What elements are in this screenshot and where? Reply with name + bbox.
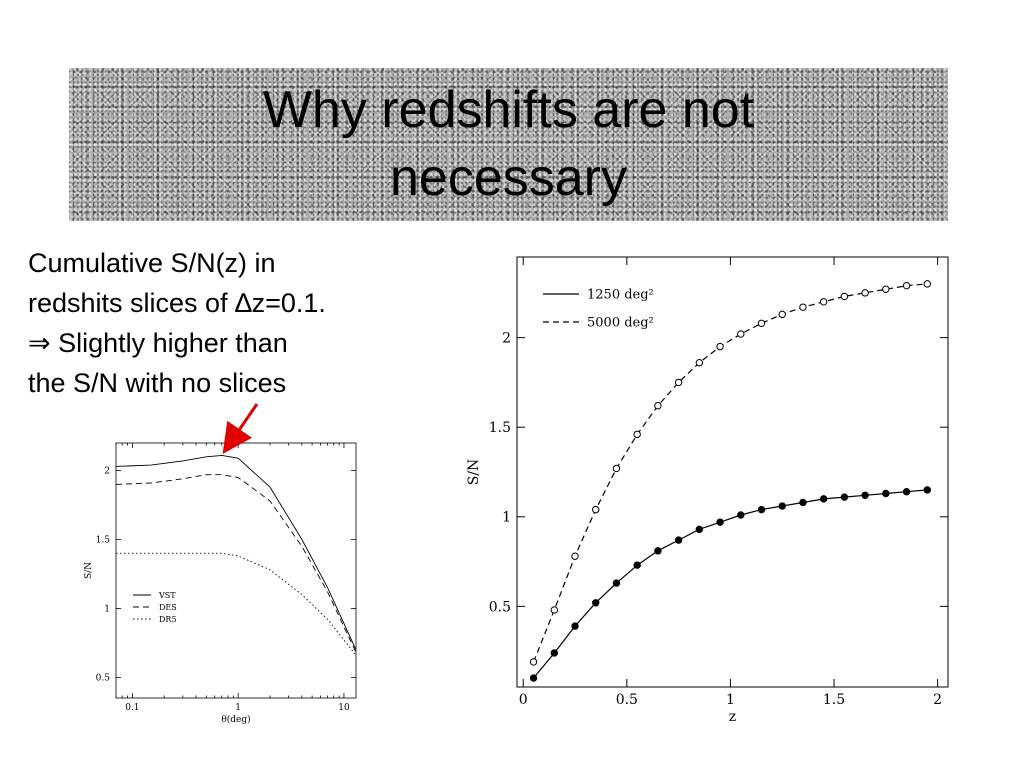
data-point bbox=[716, 342, 724, 351]
data-point bbox=[571, 552, 579, 560]
data-point bbox=[882, 285, 890, 293]
data-point bbox=[923, 280, 931, 288]
data-point bbox=[757, 505, 766, 514]
y-tick-label: 2 bbox=[104, 467, 110, 477]
data-point bbox=[674, 378, 683, 387]
x-tick-label: 0.1 bbox=[125, 703, 139, 713]
data-point bbox=[778, 310, 786, 319]
data-point bbox=[819, 495, 828, 503]
chart-sn-vs-theta: 0.1 1 10 0.5 1 1.5 2 θ(deg) S/N VST DES DR5 bbox=[84, 442, 357, 725]
y-tick-label: 1 bbox=[502, 510, 511, 526]
data-point bbox=[737, 511, 745, 519]
y-axis-label: S/N bbox=[84, 562, 94, 579]
y-axis-label: S/N bbox=[466, 459, 482, 486]
data-point bbox=[612, 579, 621, 587]
y-tick-label: 0.5 bbox=[489, 599, 511, 615]
data-point bbox=[840, 292, 849, 301]
y-tick-label: 1 bbox=[104, 605, 110, 615]
title-banner: Why redshifts are not necessary bbox=[69, 68, 948, 221]
data-point bbox=[840, 493, 849, 501]
data-point bbox=[902, 281, 911, 290]
data-point bbox=[902, 488, 911, 496]
data-point bbox=[592, 599, 600, 607]
data-point bbox=[861, 289, 869, 297]
data-point bbox=[654, 547, 662, 555]
data-point bbox=[654, 402, 662, 410]
x-tick-label: 2 bbox=[933, 692, 942, 708]
text-line-1: Cumulative S/N(z) in bbox=[28, 248, 276, 278]
y-tick-label: 2 bbox=[502, 331, 511, 347]
data-point bbox=[757, 319, 766, 327]
legend-label: 1250 deg² bbox=[587, 288, 654, 303]
series-line-2 bbox=[533, 283, 928, 663]
plot-frame bbox=[115, 442, 357, 699]
data-point bbox=[612, 464, 621, 473]
data-point bbox=[571, 622, 579, 630]
data-point bbox=[716, 518, 724, 526]
data-point bbox=[923, 486, 931, 494]
series-line-3 bbox=[116, 552, 357, 656]
data-point bbox=[529, 658, 538, 666]
data-point bbox=[778, 502, 786, 510]
text-line-2: redshits slices of ∆z=0.1. bbox=[28, 288, 326, 318]
data-point bbox=[550, 649, 558, 657]
legend-label: VST bbox=[158, 591, 176, 600]
x-tick-label: 1 bbox=[726, 692, 735, 708]
data-point bbox=[861, 491, 869, 499]
data-point bbox=[550, 606, 558, 614]
series-line-2 bbox=[115, 474, 357, 653]
chart-sn-vs-z: 0 0.5 1 1.5 2 0.5 1 1.5 2 z S/N 1250 deg² 5000 deg² bbox=[466, 256, 949, 725]
data-point bbox=[819, 298, 828, 306]
slide-title: Why redshifts are not necessary bbox=[262, 80, 755, 207]
x-tick-label: 10 bbox=[338, 703, 350, 713]
series-line-1 bbox=[115, 454, 357, 650]
legend-label: DR5 bbox=[159, 615, 177, 624]
text-line-4: the S/N with no slices bbox=[28, 368, 287, 398]
data-point bbox=[695, 525, 704, 534]
x-tick-label: 1 bbox=[235, 703, 241, 713]
x-tick-label: 0 bbox=[519, 692, 528, 708]
legend-label: DES bbox=[159, 603, 177, 612]
data-point bbox=[799, 303, 807, 311]
data-point bbox=[592, 505, 600, 514]
data-point bbox=[633, 561, 641, 569]
x-axis-label: z bbox=[729, 709, 736, 725]
x-tick-label: 0.5 bbox=[616, 692, 638, 708]
data-point bbox=[695, 359, 704, 367]
data-point bbox=[674, 536, 683, 544]
plot-frame bbox=[516, 256, 949, 688]
series-line-1 bbox=[533, 489, 928, 679]
y-tick-label: 1.5 bbox=[96, 536, 111, 546]
y-tick-label: 0.5 bbox=[96, 673, 111, 683]
x-tick-label: 1.5 bbox=[823, 692, 845, 708]
data-point bbox=[529, 674, 538, 682]
legend-label: 5000 deg² bbox=[587, 316, 654, 331]
data-point bbox=[882, 489, 890, 498]
text-line-3: ⇒ Slightly higher than bbox=[28, 328, 288, 358]
data-point bbox=[633, 430, 641, 439]
data-point bbox=[799, 498, 807, 507]
y-tick-label: 1.5 bbox=[489, 420, 511, 436]
data-point bbox=[737, 330, 745, 338]
x-axis-label: θ(deg) bbox=[221, 714, 250, 725]
